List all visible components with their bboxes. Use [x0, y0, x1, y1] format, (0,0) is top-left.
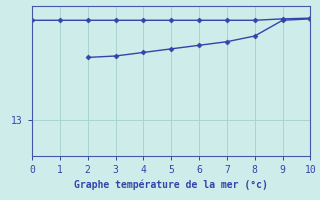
- X-axis label: Graphe température de la mer (°c): Graphe température de la mer (°c): [74, 179, 268, 190]
